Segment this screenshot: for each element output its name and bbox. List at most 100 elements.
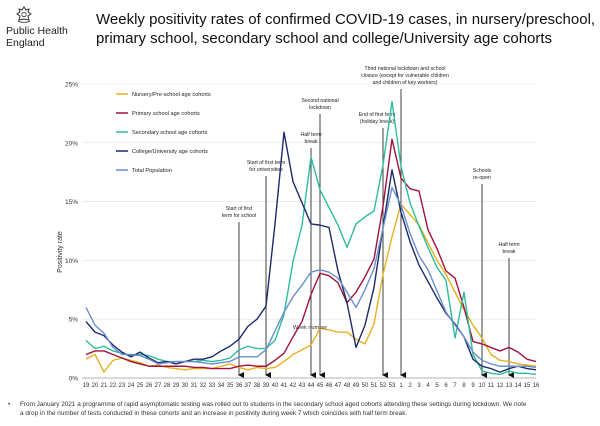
x-tick-label: 15 bbox=[524, 383, 531, 389]
annotation: End of first term(holiday break) bbox=[359, 112, 396, 378]
x-tick-label: 52 bbox=[380, 383, 387, 389]
series-lines bbox=[85, 100, 537, 376]
legend-entry: Total Population bbox=[132, 168, 172, 174]
legend-entry: Nursery/Pre-school age cohorts bbox=[132, 92, 211, 98]
legend-entry: Primary school age cohorts bbox=[132, 111, 200, 117]
annotation-label: Schools bbox=[473, 168, 492, 174]
x-tick-label: 50 bbox=[362, 383, 369, 389]
annotation-label: for universities bbox=[249, 167, 283, 173]
x-tick-label: 30 bbox=[182, 383, 189, 389]
x-tick-label: 43 bbox=[299, 383, 306, 389]
x-tick-label: 12 bbox=[497, 383, 504, 389]
y-tick-label: 25% bbox=[65, 82, 78, 89]
x-tick-label: 11 bbox=[488, 383, 495, 389]
annotation-label: closure (except for vulnerable children bbox=[361, 73, 449, 79]
series-line bbox=[85, 138, 537, 370]
footnote: • From January 2021 a programme of rapid … bbox=[8, 401, 527, 417]
chart-title: Weekly positivity rates of confirmed COV… bbox=[96, 10, 596, 48]
chart-title-line1: Weekly positivity rates of confirmed COV… bbox=[96, 11, 596, 28]
x-tick-label: 37 bbox=[245, 383, 252, 389]
x-tick-label: 32 bbox=[200, 383, 207, 389]
x-tick-label: 46 bbox=[326, 383, 333, 389]
footnote-line1: From January 2021 a programme of rapid a… bbox=[20, 401, 527, 408]
footnote-line2: a drop in the number of tests conducted … bbox=[20, 410, 408, 417]
x-tick-label: 48 bbox=[344, 383, 351, 389]
series-line bbox=[85, 186, 537, 369]
x-tick-label: 44 bbox=[308, 383, 315, 389]
annotation-label: term for school bbox=[222, 213, 256, 219]
annotation-label: Start of first bbox=[226, 206, 253, 212]
x-tick-label: 6 bbox=[444, 383, 448, 389]
y-tick-labels: 0% 5% 10% 15% 20% 25% bbox=[65, 82, 78, 383]
x-tick-label: 14 bbox=[515, 383, 522, 389]
x-tick-label: 36 bbox=[236, 383, 243, 389]
annotation-label: break bbox=[305, 139, 318, 145]
x-tick-label: 24 bbox=[128, 383, 135, 389]
annotation-label: re-open bbox=[473, 175, 491, 181]
x-tick-label: 31 bbox=[191, 383, 198, 389]
y-tick-label: 5% bbox=[69, 317, 79, 324]
x-tick-label: 28 bbox=[164, 383, 171, 389]
chart-title-line2: primary school, secondary school and col… bbox=[96, 30, 553, 47]
annotation-label: Half term bbox=[300, 132, 321, 138]
x-tick-label: 7 bbox=[453, 383, 457, 389]
x-tick-label: 33 bbox=[209, 383, 216, 389]
org-name-line2: England bbox=[6, 37, 45, 49]
y-tick-label: 0% bbox=[69, 376, 79, 383]
x-tick-label: 26 bbox=[146, 383, 153, 389]
x-tick-label: 5 bbox=[435, 383, 439, 389]
x-tick-label: 38 bbox=[254, 383, 261, 389]
y-gridlines bbox=[82, 83, 536, 379]
annotation-label: lockdown bbox=[309, 105, 331, 111]
series-line bbox=[85, 100, 537, 376]
x-tick-labels: 19 20 21 22 23 24 25 26 27 28 29 30 31 32 33 34 35 36 37 38… bbox=[83, 383, 540, 389]
royal-crest-icon bbox=[16, 6, 32, 23]
x-tick-label: 25 bbox=[137, 383, 144, 389]
x-tick-label: 21 bbox=[101, 383, 108, 389]
x-tick-label: 2 bbox=[408, 383, 412, 389]
x-tick-label: 20 bbox=[92, 383, 99, 389]
annotation-label: break bbox=[503, 249, 516, 255]
x-tick-label: 41 bbox=[281, 383, 288, 389]
x-tick-label: 3 bbox=[417, 383, 421, 389]
positivity-line-chart: 0%5%10%15%20%25% 19 20 21 22 23 24 25 26 27 28 29 3… bbox=[57, 66, 540, 389]
y-tick-label: 20% bbox=[65, 140, 78, 147]
x-tick-label: 49 bbox=[353, 383, 360, 389]
x-tick-label: 16 bbox=[533, 383, 540, 389]
x-tick-label: 29 bbox=[173, 383, 180, 389]
x-tick-label: 53 bbox=[389, 383, 396, 389]
x-tick-label: 35 bbox=[227, 383, 234, 389]
legend: Nursery/Pre-school age cohorts Primary sc… bbox=[116, 92, 211, 174]
x-tick-label: 42 bbox=[290, 383, 297, 389]
annotation-label: Second national bbox=[301, 98, 338, 104]
annotation-label: (holiday break) bbox=[360, 119, 395, 125]
legend-entry: College/University age cohorts bbox=[132, 149, 208, 155]
annotation-label: End of first term bbox=[359, 112, 396, 118]
x-tick-label: 19 bbox=[83, 383, 90, 389]
annotation-label: Third national lockdown and school bbox=[364, 66, 445, 72]
x-tick-label: 45 bbox=[317, 383, 324, 389]
x-tick-label: 39 bbox=[263, 383, 270, 389]
x-tick-label: 9 bbox=[471, 383, 475, 389]
y-tick-label: 15% bbox=[65, 199, 78, 206]
x-tick-label: 13 bbox=[506, 383, 513, 389]
phe-logo: Public Health England bbox=[6, 6, 84, 50]
annotation: Third national lockdown and schoolclosur… bbox=[361, 66, 449, 378]
x-tick-label: 27 bbox=[155, 383, 162, 389]
y-axis-label: Positivity rate bbox=[57, 231, 64, 273]
x-tick-label: 4 bbox=[426, 383, 430, 389]
legend-entry: Secondary school age cohorts bbox=[132, 130, 207, 136]
x-tick-label: 51 bbox=[371, 383, 378, 389]
x-axis-label: Week number bbox=[293, 325, 327, 331]
x-tick-label: 10 bbox=[479, 383, 486, 389]
annotation-label: Start of first term bbox=[247, 160, 285, 166]
x-tick-label: 22 bbox=[110, 383, 117, 389]
x-tick-label: 1 bbox=[399, 383, 403, 389]
x-tick-label: 40 bbox=[272, 383, 279, 389]
annotation-label: Half term bbox=[498, 242, 519, 248]
